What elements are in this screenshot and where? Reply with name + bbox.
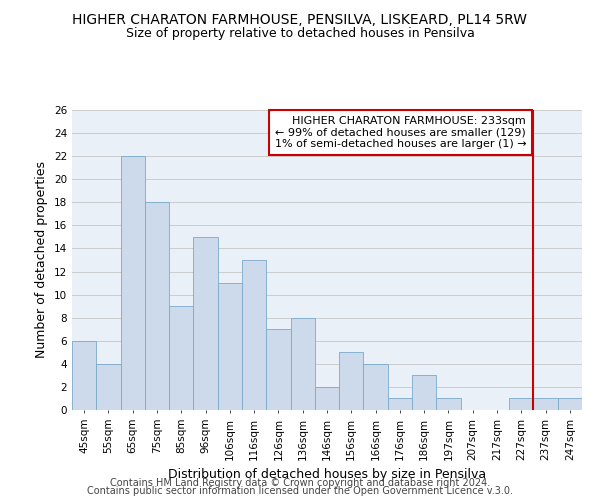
Bar: [558, 398, 582, 410]
Bar: [145, 202, 169, 410]
Bar: [436, 398, 461, 410]
Bar: [388, 398, 412, 410]
Bar: [121, 156, 145, 410]
Text: Size of property relative to detached houses in Pensilva: Size of property relative to detached ho…: [125, 28, 475, 40]
Bar: [266, 329, 290, 410]
Bar: [364, 364, 388, 410]
Text: Contains public sector information licensed under the Open Government Licence v.: Contains public sector information licen…: [87, 486, 513, 496]
X-axis label: Distribution of detached houses by size in Pensilva: Distribution of detached houses by size …: [168, 468, 486, 481]
Bar: [218, 283, 242, 410]
Text: Contains HM Land Registry data © Crown copyright and database right 2024.: Contains HM Land Registry data © Crown c…: [110, 478, 490, 488]
Bar: [315, 387, 339, 410]
Text: HIGHER CHARATON FARMHOUSE: 233sqm
← 99% of detached houses are smaller (129)
1% : HIGHER CHARATON FARMHOUSE: 233sqm ← 99% …: [275, 116, 526, 149]
Bar: [533, 398, 558, 410]
Bar: [72, 341, 96, 410]
Bar: [193, 237, 218, 410]
Bar: [242, 260, 266, 410]
Bar: [290, 318, 315, 410]
Bar: [169, 306, 193, 410]
Bar: [339, 352, 364, 410]
Y-axis label: Number of detached properties: Number of detached properties: [35, 162, 49, 358]
Text: HIGHER CHARATON FARMHOUSE, PENSILVA, LISKEARD, PL14 5RW: HIGHER CHARATON FARMHOUSE, PENSILVA, LIS…: [73, 12, 527, 26]
Bar: [96, 364, 121, 410]
Bar: [509, 398, 533, 410]
Bar: [412, 376, 436, 410]
